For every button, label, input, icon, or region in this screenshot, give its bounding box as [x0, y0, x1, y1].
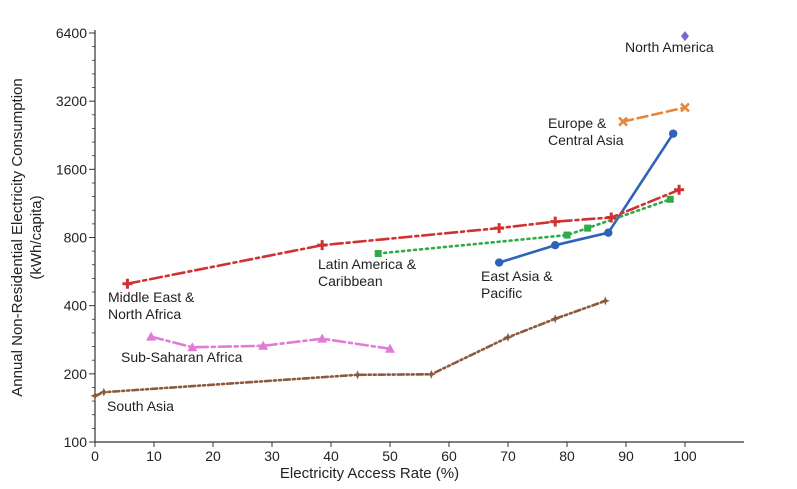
data-point [550, 314, 560, 324]
data-point [317, 240, 328, 251]
series-label-line: Caribbean [318, 273, 383, 289]
x-tick-label: 40 [323, 448, 339, 464]
data-point [563, 231, 571, 239]
series-north-america [681, 31, 689, 42]
x-axis-title: Electricity Access Rate (%) [280, 465, 459, 482]
data-point [374, 249, 382, 257]
series-label-line: Middle East & [108, 289, 195, 305]
y-axis-title-line: (kWh/capita) [28, 195, 45, 279]
series-label-line: Latin America & [318, 256, 417, 272]
x-tick-label: 0 [91, 448, 99, 464]
series-east-asia-pacific [494, 129, 678, 267]
series-label: Latin America & Caribbean [318, 256, 417, 289]
data-point [600, 296, 610, 306]
series-label-line: East Asia & [481, 268, 553, 284]
x-tick-label: 30 [264, 448, 280, 464]
data-point [669, 129, 678, 138]
x-tick-label: 10 [146, 448, 162, 464]
series-line [149, 335, 392, 351]
y-axis-title: Annual Non-Residential Electricity Consu… [9, 78, 45, 397]
series-label: East Asia & Pacific [481, 268, 553, 301]
series-label: North America [625, 39, 714, 55]
series-label-line: Sub-Saharan Africa [121, 349, 243, 365]
y-tick-label: 1600 [56, 161, 87, 177]
data-point [680, 102, 690, 113]
series-line [126, 188, 681, 285]
y-tick-label: 400 [64, 298, 88, 314]
series-layer [90, 31, 690, 401]
data-point [353, 370, 363, 380]
data-point [606, 212, 617, 223]
series-label-line: Central Asia [548, 132, 624, 148]
data-point [426, 369, 436, 379]
data-point [99, 387, 109, 397]
data-point [317, 333, 328, 343]
y-tick-label: 200 [64, 366, 88, 382]
x-tick-label: 70 [500, 448, 516, 464]
data-point [122, 278, 133, 289]
data-point [674, 184, 685, 195]
series-line [497, 132, 675, 264]
data-point [604, 228, 613, 237]
series-latin-america-caribbean [374, 195, 674, 257]
series-label: Middle East & North Africa [108, 289, 195, 322]
data-point [551, 240, 560, 250]
series-label-line: North Africa [108, 306, 181, 322]
series-label: South Asia [107, 398, 174, 414]
y-tick-label: 100 [64, 434, 88, 450]
series-label: Europe & Central Asia [548, 115, 624, 148]
y-tick-label: 6400 [56, 25, 87, 41]
data-point [681, 31, 689, 42]
label-layer: North America Europe & Central Asia East As… [107, 39, 714, 414]
data-point [258, 340, 269, 350]
y-axis-title-line: Annual Non-Residential Electricity Consu… [9, 78, 26, 397]
x-tick-label: 90 [618, 448, 634, 464]
x-tick-label: 20 [205, 448, 221, 464]
data-point [618, 116, 628, 127]
series-label: Sub-Saharan Africa [121, 349, 243, 365]
series-south-asia [90, 296, 610, 401]
data-point [494, 223, 505, 234]
data-point [503, 332, 513, 342]
x-tick-label: 60 [441, 448, 457, 464]
axes: 0 10 20 30 40 50 60 70 80 90 100 100 200 400 800 1600 32… [56, 25, 744, 464]
series-sub-saharan-africa [146, 331, 395, 353]
x-tick-label: 50 [382, 448, 398, 464]
data-point [550, 216, 561, 227]
y-tick-label: 3200 [56, 93, 87, 109]
data-point [494, 258, 504, 267]
series-line [621, 106, 687, 123]
x-tick-label: 100 [673, 448, 697, 464]
data-point [187, 342, 198, 352]
data-point [584, 224, 592, 232]
data-point [90, 391, 100, 401]
data-point [146, 331, 157, 341]
y-tick-label: 800 [64, 230, 88, 246]
series-label-line: Pacific [481, 285, 522, 301]
series-middle-east-north-africa [122, 184, 685, 289]
series-line [376, 198, 672, 255]
x-tick-label: 80 [559, 448, 575, 464]
data-point [666, 195, 674, 203]
data-point [385, 343, 395, 353]
series-europe-central-asia [618, 102, 690, 127]
series-label-line: North America [625, 39, 714, 55]
series-label-line: Europe & [548, 115, 607, 131]
series-label-line: South Asia [107, 398, 174, 414]
